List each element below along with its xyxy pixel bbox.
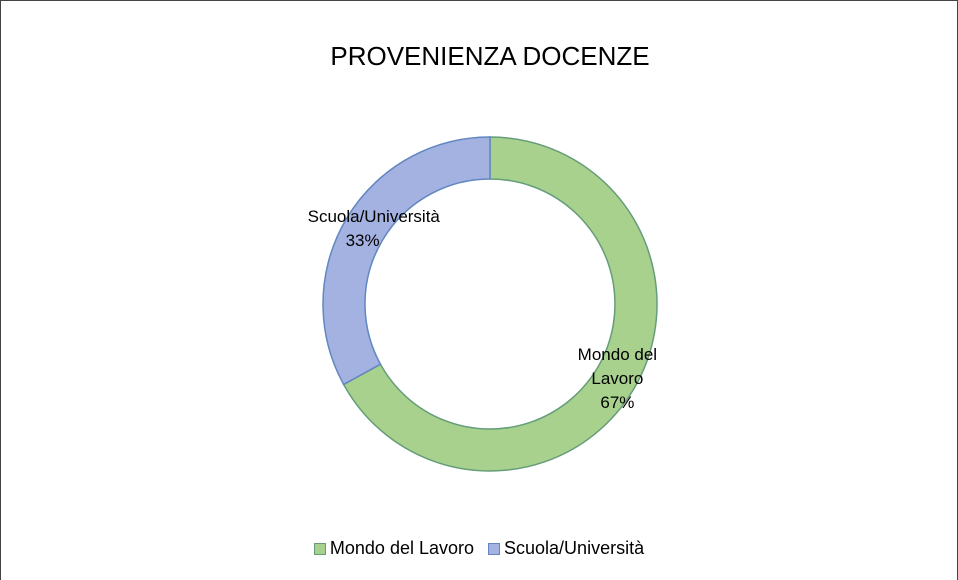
data-label-category: Mondo del Lavoro bbox=[577, 345, 658, 389]
data-label: Mondo del Lavoro 67% bbox=[562, 343, 672, 415]
legend-label: Scuola/Università bbox=[504, 538, 645, 558]
donut-slice bbox=[342, 136, 658, 472]
legend-item: Scuola/Università bbox=[488, 538, 644, 559]
legend-swatch bbox=[488, 542, 501, 555]
data-label-value: 67% bbox=[600, 393, 635, 413]
donut-slice bbox=[322, 136, 491, 386]
data-label-value: 33% bbox=[345, 230, 380, 250]
chart-title: PROVENIENZA DOCENZE bbox=[330, 41, 649, 71]
legend-swatch bbox=[313, 542, 326, 555]
data-label: Scuola/Università 33% bbox=[307, 205, 440, 253]
legend-item: Mondo del Lavoro bbox=[313, 538, 475, 559]
legend-label: Mondo del Lavoro bbox=[329, 538, 475, 558]
legend: Mondo del Lavoro Scuola/Università bbox=[0, 538, 958, 559]
data-label-category: Scuola/Università bbox=[307, 206, 440, 226]
